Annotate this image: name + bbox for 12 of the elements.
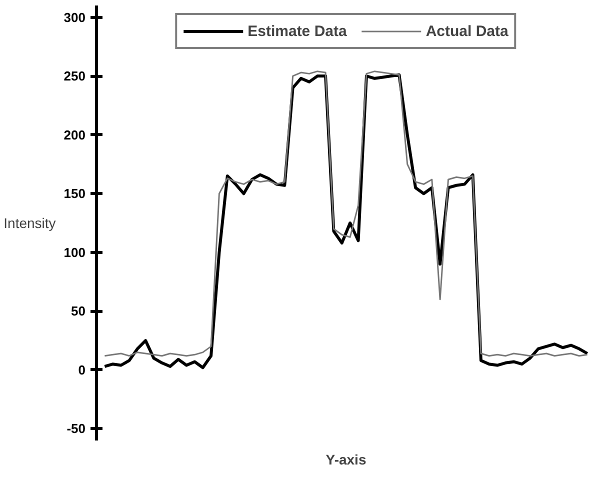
legend-label: Estimate Data xyxy=(248,22,347,40)
y-tick-label: -50 xyxy=(66,421,86,436)
y-tick-label: 100 xyxy=(64,244,86,260)
y-axis-title: Intensity xyxy=(4,215,56,231)
y-tick-label: 0 xyxy=(78,362,86,378)
y-tick-label: 250 xyxy=(64,68,86,84)
y-tick-label: 200 xyxy=(64,127,86,142)
y-tick-label: 50 xyxy=(71,304,86,319)
legend-label: Actual Data xyxy=(426,22,508,40)
y-tick-label: 300 xyxy=(64,10,86,25)
x-axis-title: Y-axis xyxy=(326,452,366,468)
y-tick-label: 150 xyxy=(64,186,86,202)
